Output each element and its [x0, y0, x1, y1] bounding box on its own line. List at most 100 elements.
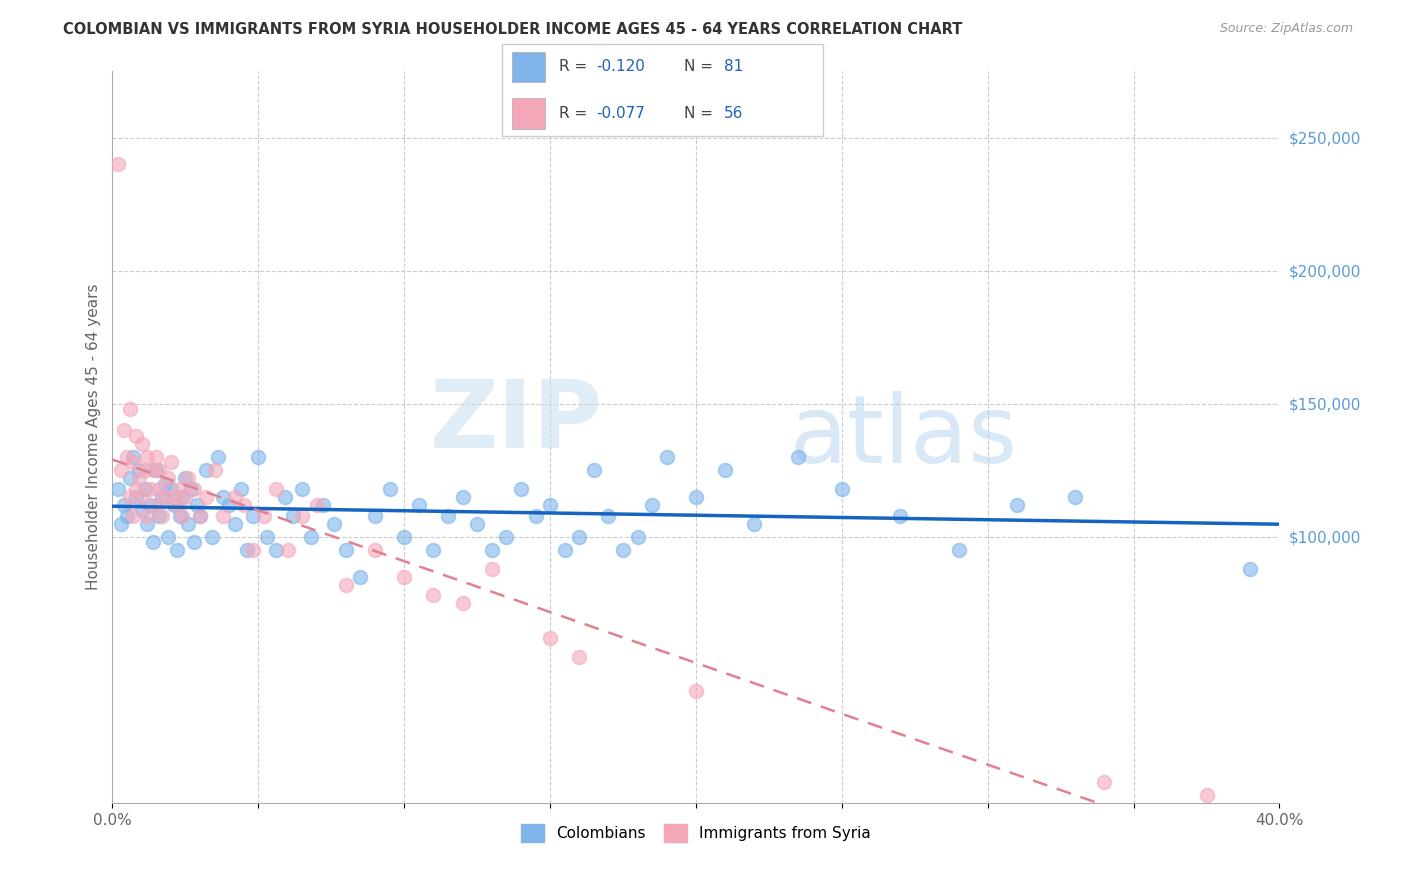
Point — [118, 402, 141, 417]
Point — [112, 498, 135, 512]
Point — [1239, 562, 1261, 576]
Point — [364, 508, 387, 523]
Point — [311, 498, 333, 512]
Point — [612, 543, 634, 558]
Text: -0.120: -0.120 — [596, 60, 645, 74]
Point — [156, 530, 179, 544]
Point — [335, 543, 357, 558]
Point — [394, 570, 416, 584]
Point — [115, 450, 138, 464]
Point — [1094, 774, 1116, 789]
Point — [156, 471, 179, 485]
Text: R =: R = — [558, 60, 592, 74]
Point — [568, 530, 591, 544]
Point — [437, 508, 460, 523]
Point — [685, 684, 707, 698]
Point — [194, 490, 217, 504]
Text: 81: 81 — [724, 60, 742, 74]
Point — [685, 490, 707, 504]
Point — [134, 482, 156, 496]
Point — [110, 516, 132, 531]
Point — [150, 508, 173, 523]
Point — [253, 508, 276, 523]
Point — [335, 577, 357, 591]
Y-axis label: Householder Income Ages 45 - 64 years: Householder Income Ages 45 - 64 years — [86, 284, 101, 591]
Text: Source: ZipAtlas.com: Source: ZipAtlas.com — [1219, 22, 1353, 36]
Point — [207, 450, 229, 464]
Point — [122, 450, 145, 464]
Point — [136, 508, 159, 523]
Point — [107, 482, 129, 496]
Point — [889, 508, 911, 523]
Point — [153, 476, 176, 491]
Point — [247, 450, 270, 464]
Point — [128, 463, 150, 477]
Point — [1195, 788, 1218, 802]
Point — [125, 490, 148, 504]
Point — [422, 543, 444, 558]
Point — [169, 482, 191, 496]
Point — [242, 508, 264, 523]
Bar — [512, 52, 546, 82]
Point — [142, 535, 165, 549]
Text: atlas: atlas — [789, 391, 1018, 483]
Text: -0.077: -0.077 — [596, 106, 645, 120]
Point — [582, 463, 605, 477]
Point — [177, 471, 200, 485]
Point — [481, 543, 503, 558]
Point — [299, 530, 322, 544]
Point — [166, 498, 188, 512]
Point — [276, 543, 298, 558]
Point — [142, 463, 165, 477]
Point — [188, 508, 211, 523]
Point — [180, 482, 202, 496]
Point — [465, 516, 488, 531]
Point — [655, 450, 678, 464]
Point — [714, 463, 737, 477]
Point — [242, 543, 264, 558]
Point — [364, 543, 387, 558]
Bar — [512, 98, 546, 128]
Point — [153, 490, 176, 504]
Point — [139, 498, 162, 512]
Point — [538, 498, 561, 512]
Point — [136, 450, 159, 464]
Point — [349, 570, 371, 584]
Point — [112, 424, 135, 438]
Point — [229, 482, 252, 496]
Point — [125, 429, 148, 443]
Point — [148, 463, 170, 477]
Point — [948, 543, 970, 558]
Point — [554, 543, 576, 558]
Point — [188, 508, 211, 523]
Point — [291, 508, 314, 523]
Point — [204, 463, 226, 477]
Point — [125, 482, 148, 496]
Point — [451, 490, 474, 504]
Point — [115, 508, 138, 523]
Text: R =: R = — [558, 106, 592, 120]
Point — [264, 543, 287, 558]
Point — [110, 463, 132, 477]
Point — [148, 508, 170, 523]
Point — [148, 482, 170, 496]
Point — [283, 508, 305, 523]
Point — [831, 482, 853, 496]
Point — [131, 490, 153, 504]
Point — [183, 535, 205, 549]
Legend: Colombians, Immigrants from Syria: Colombians, Immigrants from Syria — [513, 816, 879, 850]
Point — [481, 562, 503, 576]
Point — [232, 498, 254, 512]
Point — [598, 508, 620, 523]
Point — [509, 482, 531, 496]
Text: ZIP: ZIP — [430, 376, 603, 468]
Text: 56: 56 — [724, 106, 744, 120]
Point — [291, 482, 314, 496]
Point — [641, 498, 664, 512]
Point — [568, 649, 591, 664]
Point — [139, 482, 162, 496]
Point — [166, 543, 188, 558]
Point — [256, 530, 278, 544]
Point — [145, 498, 167, 512]
Point — [128, 471, 150, 485]
